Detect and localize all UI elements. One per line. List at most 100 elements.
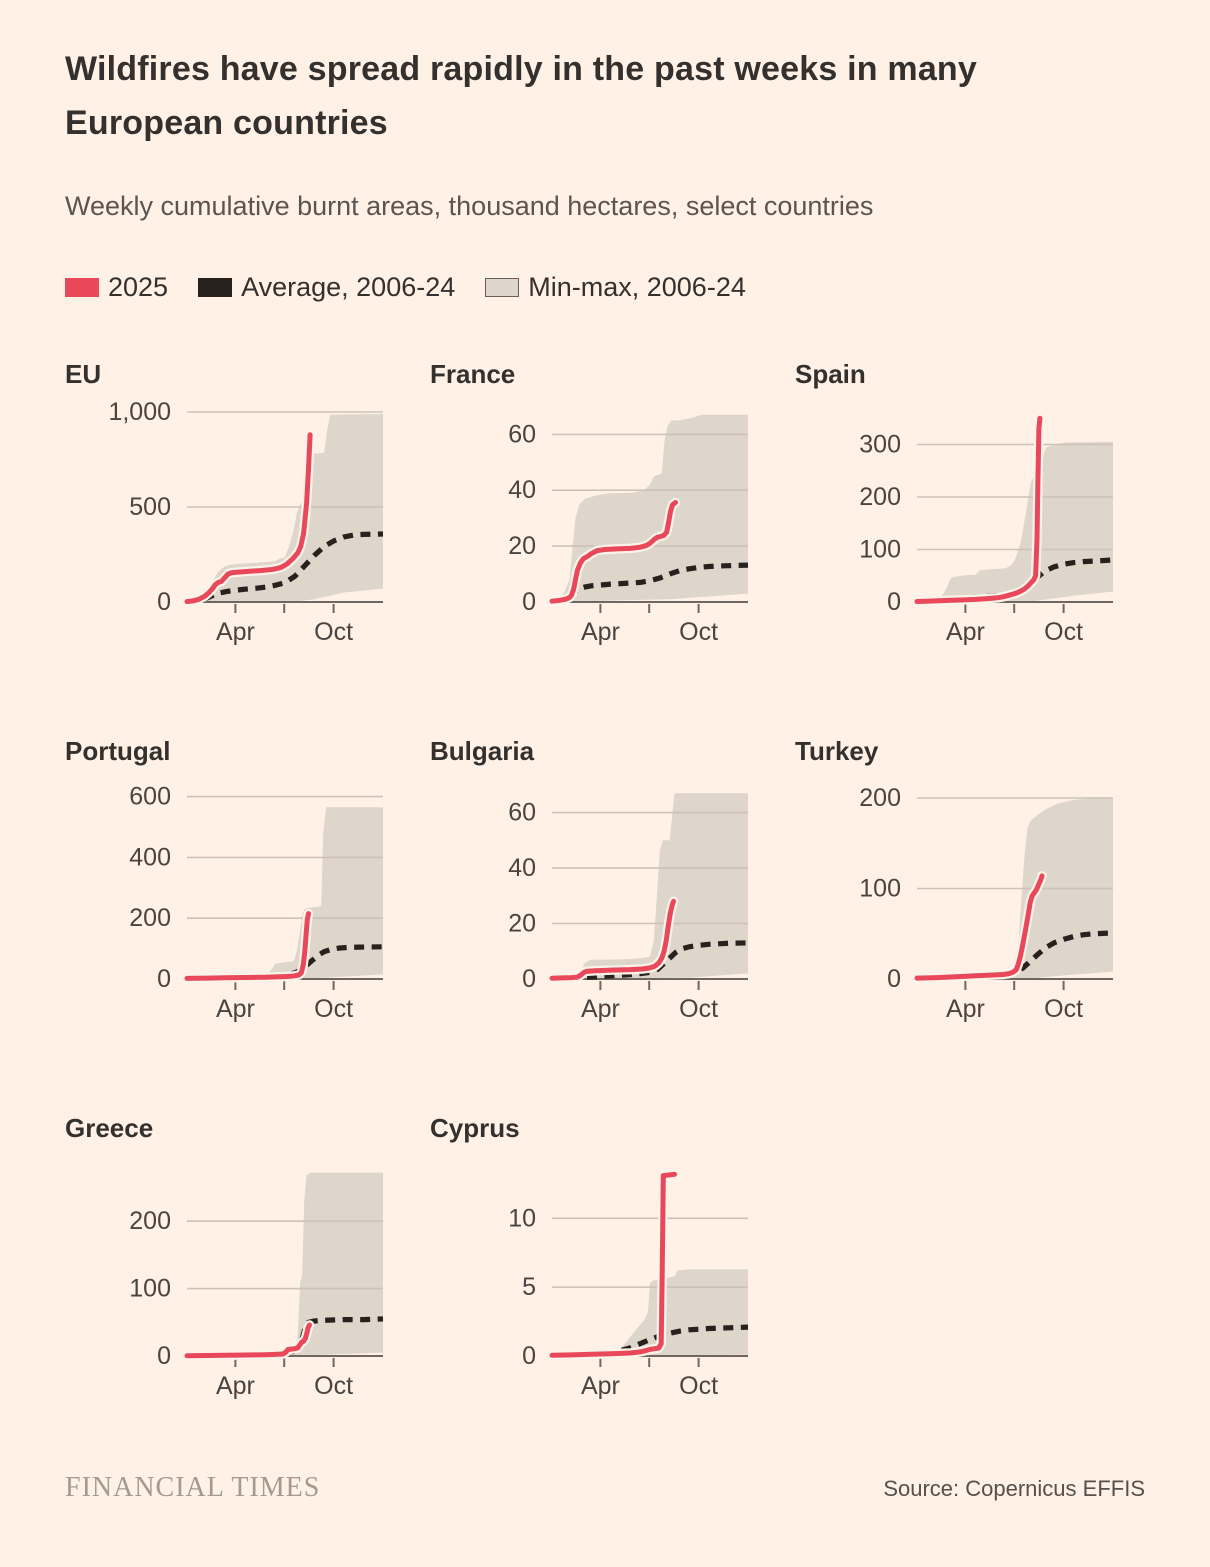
- x-axis-tick-label: Oct: [1044, 995, 1083, 1023]
- legend-item-minmax: Min-max, 2006-24: [485, 272, 746, 303]
- chart-country-title: EU: [65, 358, 102, 389]
- y-axis-tick-label: 0: [522, 1342, 536, 1370]
- chart-plot-portugal: 0 200 400 600 Apr Oct: [129, 782, 384, 1023]
- line-2025: [914, 415, 1043, 604]
- y-axis-tick-label: 600: [129, 782, 171, 810]
- chart-country-title: Turkey: [795, 735, 879, 766]
- ft-logo: FINANCIAL TIMES: [65, 1471, 321, 1503]
- min-max-band: [187, 806, 383, 979]
- min-max-band: [552, 792, 748, 979]
- page: Wildfires have spread rapidly in the pas…: [65, 50, 1145, 1504]
- line-2025: [914, 873, 1045, 981]
- average-2006-24-line: [186, 531, 384, 604]
- average-2006-24-line: [551, 940, 749, 982]
- x-axis-tick-label: Oct: [1044, 618, 1083, 646]
- line-2025: [549, 499, 678, 604]
- y-axis-tick-label: 300: [859, 430, 901, 458]
- y-axis-tick-label: 40: [508, 854, 536, 882]
- legend: 2025 Average, 2006-24 Min-max, 2006-24: [65, 272, 1145, 303]
- chart-country-title: Portugal: [65, 735, 171, 766]
- x-axis-tick-label: Apr: [946, 995, 985, 1023]
- y-axis-tick-label: 200: [859, 483, 901, 511]
- y-axis-tick-label: 0: [887, 965, 901, 993]
- chart-eu: EU 0 500 1,000 Apr Oct: [65, 359, 385, 654]
- chart-spain: Spain 0 100 200 300 Apr Oct: [795, 359, 1115, 654]
- legend-swatch-minmax: [485, 277, 520, 297]
- y-axis-tick-label: 0: [887, 588, 901, 616]
- page-title: Wildfires have spread rapidly in the pas…: [65, 50, 977, 143]
- min-max-band: [187, 1172, 383, 1356]
- average-2006-24-line: [551, 1324, 749, 1358]
- chart-plot-turkey: 0 100 200 Apr Oct: [859, 784, 1114, 1023]
- x-axis-tick-label: Apr: [216, 618, 255, 646]
- y-axis-tick-label: 20: [508, 532, 536, 560]
- y-axis-tick-label: 0: [522, 588, 536, 616]
- legend-label-average: Average, 2006-24: [241, 271, 456, 302]
- min-max-band: [917, 797, 1113, 979]
- line-2025: [184, 910, 311, 981]
- x-axis-tick-label: Oct: [314, 1372, 353, 1400]
- chart-plot-spain: 0 100 200 300 Apr Oct: [859, 413, 1114, 646]
- x-axis-tick-label: Apr: [216, 1372, 255, 1400]
- legend-item-average: Average, 2006-24: [198, 272, 455, 303]
- x-axis-tick-label: Apr: [216, 995, 255, 1023]
- x-axis-tick-label: Oct: [679, 1372, 718, 1400]
- y-axis-tick-label: 0: [157, 588, 171, 616]
- chart-turkey: Turkey 0 100 200 Apr Oct: [795, 736, 1115, 1031]
- chart-country-title: Cyprus: [430, 1112, 520, 1143]
- x-axis-tick-label: Oct: [314, 618, 353, 646]
- small-multiples-grid: EU 0 500 1,000 Apr Oct France 0 20 40 60 Apr Oct Spai…: [65, 359, 1145, 1408]
- y-axis-tick-label: 100: [129, 1274, 171, 1302]
- y-axis-tick-label: 100: [859, 874, 901, 902]
- y-axis-tick-label: 0: [157, 965, 171, 993]
- chart-country-title: France: [430, 358, 516, 389]
- y-axis-tick-label: 0: [157, 1342, 171, 1370]
- y-axis-tick-label: 10: [508, 1204, 536, 1232]
- chart-plot-bulgaria: 0 20 40 60 Apr Oct: [508, 792, 749, 1023]
- min-max-band: [917, 441, 1113, 602]
- chart-bulgaria: Bulgaria 0 20 40 60 Apr Oct: [430, 736, 750, 1031]
- min-max-band: [552, 1269, 748, 1356]
- line-2025: [549, 898, 676, 981]
- y-axis-tick-label: 100: [859, 535, 901, 563]
- min-max-band: [552, 414, 748, 602]
- x-axis-tick-label: Oct: [679, 995, 718, 1023]
- legend-label-2025: 2025: [108, 271, 169, 302]
- min-max-band: [187, 413, 383, 602]
- chart-subtitle: Weekly cumulative burnt areas, thousand …: [65, 190, 874, 221]
- y-axis-tick-label: 200: [129, 1207, 171, 1235]
- line-2025: [184, 432, 313, 604]
- y-axis-tick-label: 40: [508, 476, 536, 504]
- source-credit: Source: Copernicus EFFIS: [883, 1475, 1145, 1501]
- chart-country-title: Bulgaria: [430, 735, 535, 766]
- chart-country-title: Greece: [65, 1112, 154, 1143]
- y-axis-tick-label: 500: [129, 493, 171, 521]
- chart-country-title: Spain: [795, 358, 866, 389]
- x-axis-tick-label: Oct: [679, 618, 718, 646]
- legend-item-2025: 2025: [65, 272, 168, 303]
- chart-plot-cyprus: 0 5 10 Apr Oct: [508, 1169, 749, 1400]
- y-axis-tick-label: 0: [522, 965, 536, 993]
- chart-portugal: Portugal 0 200 400 600 Apr Oct: [65, 736, 385, 1031]
- y-axis-tick-label: 400: [129, 843, 171, 871]
- footer: FINANCIAL TIMES Source: Copernicus EFFIS: [65, 1472, 1145, 1504]
- chart-cyprus: Cyprus 0 5 10 Apr Oct: [430, 1113, 750, 1408]
- legend-label-minmax: Min-max, 2006-24: [528, 271, 746, 302]
- x-axis-tick-label: Apr: [581, 1372, 620, 1400]
- y-axis-tick-label: 200: [859, 784, 901, 812]
- chart-plot-france: 0 20 40 60 Apr Oct: [508, 414, 749, 646]
- line-2025: [184, 1322, 312, 1358]
- x-axis-tick-label: Oct: [314, 995, 353, 1023]
- y-axis-tick-label: 60: [508, 420, 536, 448]
- x-axis-tick-label: Apr: [581, 995, 620, 1023]
- y-axis-tick-label: 200: [129, 904, 171, 932]
- chart-greece: Greece 0 100 200 Apr Oct: [65, 1113, 385, 1408]
- x-axis-tick-label: Apr: [581, 618, 620, 646]
- line-2025: [549, 1171, 677, 1358]
- chart-france: France 0 20 40 60 Apr Oct: [430, 359, 750, 654]
- y-axis-tick-label: 5: [522, 1273, 536, 1301]
- legend-swatch-average: [198, 277, 233, 297]
- chart-plot-eu: 0 500 1,000 Apr Oct: [108, 402, 384, 646]
- y-axis-tick-label: 1,000: [108, 402, 171, 426]
- x-axis-tick-label: Apr: [946, 618, 985, 646]
